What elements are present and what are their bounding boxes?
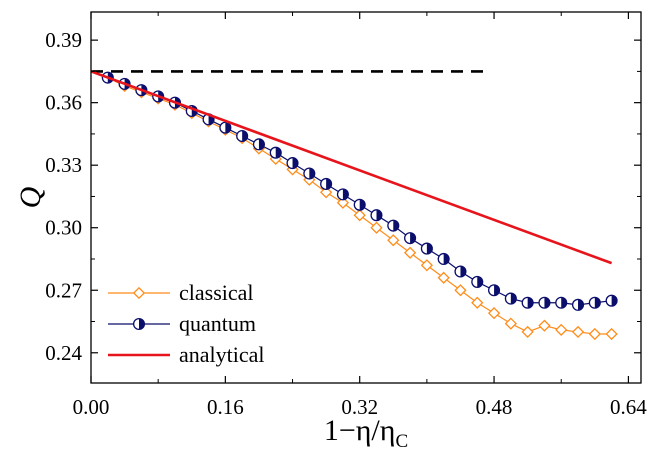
classical-point [538,319,551,332]
y-tick-label: 0.33 [45,153,82,177]
legend-swatch-marker [132,286,146,300]
quantum-point [521,296,534,309]
quantum-point [588,296,601,309]
legend-item-classical: classical [108,280,254,305]
quantum-point [420,242,433,255]
legend-item-quantum: quantum [108,311,256,336]
classical-point [571,325,585,339]
classical-point [555,323,568,336]
y-tick-label: 0.39 [45,28,82,52]
y-axis-label: Q [14,186,47,208]
quantum-point [387,219,400,232]
quantum-point [437,252,450,266]
classical-point [387,234,400,247]
legend-label-analytical: analytical [179,342,265,367]
classical-point [437,271,450,284]
quantum-point [404,232,417,245]
legend-swatch-marker [132,317,146,331]
quantum-point [504,292,517,305]
plot-frame [90,11,642,384]
quantum-point [320,177,333,191]
classical-point [336,196,350,209]
classical-point [487,307,501,320]
axes: 0.00 0.16 0.32 0.48 0.64 0.24 0.27 0.30 0.33 0.36… [45,11,647,419]
quantum-point [286,157,299,170]
quantum-point [454,265,467,278]
legend-item-analytical: analytical [108,342,265,367]
x-tick-label: 0.16 [207,395,244,419]
classical-point [420,259,433,272]
quantum-point [219,121,232,134]
x-tick-label: 0.48 [476,395,513,419]
quantum-point [538,296,551,309]
classical-point [504,317,517,330]
legend-label-classical: classical [179,280,254,305]
legend-label-quantum: quantum [179,311,256,336]
y-tick-label: 0.27 [45,278,82,302]
quantum-point [303,167,316,180]
quantum-point [488,284,501,297]
classical-point [605,327,618,341]
x-tick-label: 0.64 [610,395,647,419]
quantum-point [252,138,265,151]
plot-area [91,70,618,341]
classical-point [370,221,383,234]
analytical-series [91,70,613,265]
quantum-point [555,296,568,309]
quantum-point [571,298,585,311]
analytical-line [91,70,613,265]
quantum-point [370,209,383,222]
x-axis-label: 1−η/ηC [324,414,408,451]
quantum-point [471,275,484,288]
classical-point [521,325,534,339]
quantum-point [269,146,282,159]
quantum-series [101,71,618,311]
y-tick-label: 0.36 [45,91,82,115]
y-tick-label: 0.30 [45,216,82,240]
classical-point [454,284,467,297]
legend: classical quantum analytical [108,280,265,367]
classical-point [471,296,484,309]
quantum-point [605,294,618,307]
y-tick-label: 0.24 [45,341,82,365]
classical-point [353,209,366,222]
classical-point [319,186,333,199]
quantum-point [336,188,349,201]
quantum-point [236,129,249,143]
quantum-point [353,198,366,211]
classical-point [588,327,601,341]
classical-point [403,246,417,259]
x-tick-label: 0.32 [341,395,378,419]
quantum-line [107,77,612,306]
x-tick-label: 0.00 [73,395,110,419]
